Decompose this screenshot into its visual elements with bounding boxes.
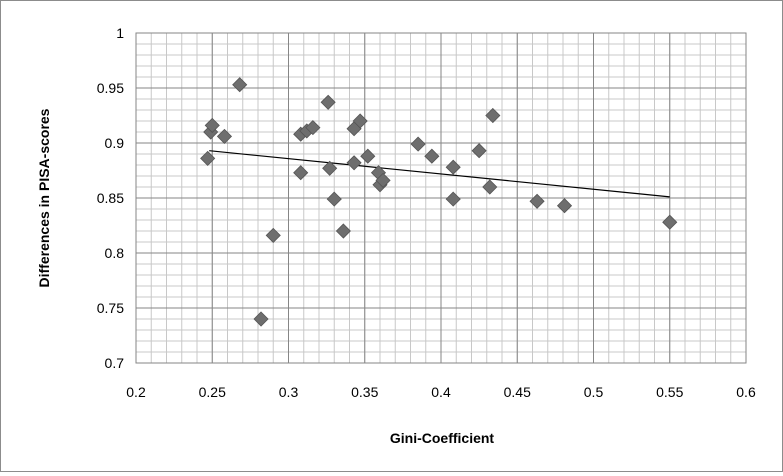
data-point bbox=[322, 160, 338, 176]
data-point bbox=[556, 198, 573, 214]
x-axis-tick-labels: 0.2 0.25 0.3 0.35 0.4 0.45 0.5 0.55 0.6 bbox=[126, 384, 756, 400]
x-tick-label: 0.35 bbox=[351, 384, 378, 400]
data-point bbox=[445, 159, 461, 175]
data-point bbox=[200, 150, 216, 166]
x-axis-title: Gini-Coefficient bbox=[390, 430, 495, 446]
data-point bbox=[232, 77, 248, 93]
data-point bbox=[482, 179, 498, 195]
data-point bbox=[320, 94, 336, 110]
y-tick-label: 0.9 bbox=[105, 135, 125, 151]
y-tick-label: 0.7 bbox=[105, 355, 125, 371]
x-tick-label: 0.45 bbox=[504, 384, 531, 400]
data-point bbox=[360, 148, 376, 164]
x-tick-label: 0.4 bbox=[431, 384, 451, 400]
data-point bbox=[216, 128, 233, 144]
data-point bbox=[662, 214, 678, 230]
data-point bbox=[424, 148, 440, 164]
x-tick-label: 0.55 bbox=[656, 384, 683, 400]
y-tick-label: 0.8 bbox=[105, 245, 125, 261]
x-tick-label: 0.25 bbox=[199, 384, 226, 400]
y-tick-label: 0.75 bbox=[97, 300, 124, 316]
x-tick-label: 0.5 bbox=[584, 384, 604, 400]
data-point bbox=[265, 227, 281, 243]
data-point bbox=[326, 191, 342, 207]
data-point bbox=[253, 311, 269, 327]
y-tick-label: 0.85 bbox=[97, 190, 124, 206]
data-point bbox=[485, 107, 501, 124]
data-point bbox=[204, 117, 220, 133]
data-point bbox=[352, 113, 368, 129]
trendline bbox=[209, 150, 670, 198]
data-point bbox=[346, 155, 362, 171]
x-tick-label: 0.3 bbox=[279, 384, 299, 400]
y-axis-title: Differences in PISA-scores bbox=[36, 108, 52, 287]
data-point bbox=[445, 191, 461, 207]
x-tick-label: 0.2 bbox=[126, 384, 146, 400]
y-tick-label: 1 bbox=[116, 25, 124, 41]
x-tick-label: 0.6 bbox=[736, 384, 756, 400]
data-point bbox=[375, 172, 391, 188]
y-axis-tick-labels: 0.7 0.75 0.8 0.85 0.9 0.95 1 bbox=[97, 25, 124, 371]
data-point bbox=[335, 223, 351, 239]
data-point bbox=[410, 136, 426, 152]
y-tick-label: 0.95 bbox=[97, 80, 124, 96]
data-point bbox=[293, 165, 309, 181]
data-points bbox=[200, 77, 678, 327]
plot-area-border bbox=[135, 32, 747, 364]
data-point bbox=[471, 143, 487, 159]
data-point bbox=[529, 193, 545, 209]
data-point bbox=[305, 120, 321, 136]
